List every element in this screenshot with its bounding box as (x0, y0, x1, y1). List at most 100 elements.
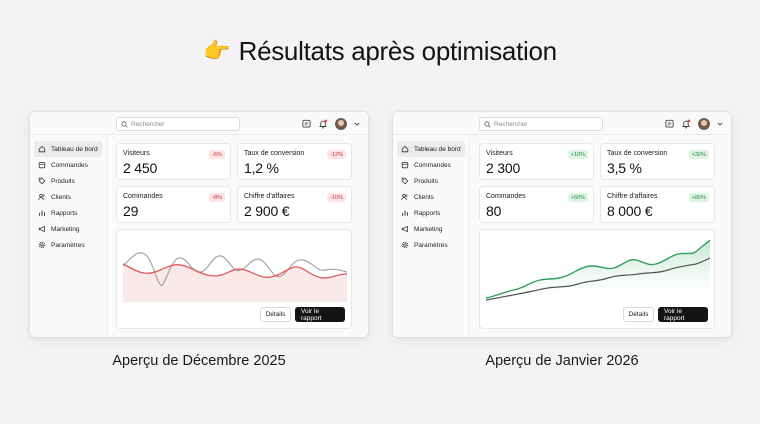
trend-badge: -8% (209, 193, 225, 202)
chart-line-primary (123, 263, 347, 279)
details-button[interactable]: Détails (260, 307, 291, 322)
sidebar-item-label: Tableau de bord (414, 145, 461, 153)
stat-label: Commandes (486, 193, 526, 200)
line-chart-card: Détails Voir le rapport (479, 229, 715, 329)
gear-icon (38, 241, 46, 249)
chevron-down-icon[interactable] (354, 121, 360, 127)
stat-card-visitors: Visiteurs 2 300 +10% (479, 143, 594, 180)
sidebar-item-label: Clients (414, 193, 434, 201)
search-placeholder: Rechercher (494, 120, 528, 128)
sidebar-item-products[interactable]: Produits (397, 173, 465, 189)
sidebar-item-reports[interactable]: Rapports (34, 205, 102, 221)
stat-card-revenue: Chiffre d'affaires 8 000 € +80% (600, 186, 715, 223)
stat-value: 2 450 (123, 160, 158, 176)
stat-value: 3,5 % (607, 160, 642, 176)
search-placeholder: Rechercher (131, 120, 165, 128)
stat-value: 2 300 (486, 160, 521, 176)
sidebar-item-label: Marketing (414, 225, 443, 233)
trend-badge: -12% (327, 150, 346, 159)
sidebar-item-label: Produits (414, 177, 438, 185)
stat-label: Chiffre d'affaires (244, 193, 295, 200)
sidebar-item-clients[interactable]: Clients (34, 189, 102, 205)
caption-december: Aperçu de Décembre 2025 (112, 353, 286, 369)
chart-line-secondary (123, 252, 347, 287)
sidebar: Tableau de bord Commandes Produits Clien… (393, 135, 470, 337)
search-input[interactable]: Rechercher (116, 117, 240, 131)
line-chart-card: Détails Voir le rapport (116, 229, 352, 329)
sidebar-item-reports[interactable]: Rapports (397, 205, 465, 221)
stat-label: Chiffre d'affaires (607, 193, 658, 200)
details-button[interactable]: Détails (623, 307, 654, 322)
stat-label: Taux de conversion (244, 150, 305, 157)
stat-card-conversion: Taux de conversion 3,5 % +30% (600, 143, 715, 180)
sidebar: Tableau de bord Commandes Produits Clien… (30, 135, 107, 337)
sidebar-item-dashboard[interactable]: Tableau de bord (34, 141, 102, 157)
search-input[interactable]: Rechercher (479, 117, 603, 131)
trend-badge: -10% (327, 193, 346, 202)
sidebar-item-label: Produits (51, 177, 75, 185)
megaphone-icon (38, 225, 45, 233)
stat-card-conversion: Taux de conversion 1,2 % -12% (237, 143, 352, 180)
sidebar-item-label: Clients (51, 193, 71, 201)
sidebar-item-marketing[interactable]: Marketing (34, 221, 102, 237)
megaphone-icon (401, 225, 408, 233)
sidebar-item-label: Rapports (51, 209, 78, 217)
sidebar-item-dashboard[interactable]: Tableau de bord (397, 141, 465, 157)
calendar-icon[interactable] (302, 119, 311, 128)
users-icon (38, 193, 45, 201)
headline-title: Résultats après optimisation (238, 35, 558, 66)
dashboard-panel-january: Rechercher Tableau de bord Commandes Pro… (393, 112, 731, 337)
chart-area-fill (123, 264, 347, 302)
main-content: Visiteurs 2 450 -6% Taux de conversion 1… (116, 143, 358, 329)
stat-card-orders: Commandes 80 +60% (479, 186, 594, 223)
sidebar-item-clients[interactable]: Clients (397, 189, 465, 205)
calendar-icon[interactable] (665, 119, 674, 128)
stat-card-revenue: Chiffre d'affaires 2 900 € -10% (237, 186, 352, 223)
trend-badge: +30% (688, 150, 709, 159)
chevron-down-icon[interactable] (717, 121, 723, 127)
sidebar-item-orders[interactable]: Commandes (34, 157, 102, 173)
sidebar-item-products[interactable]: Produits (34, 173, 102, 189)
topbar: Rechercher (30, 112, 368, 135)
view-report-button[interactable]: Voir le rapport (658, 307, 708, 322)
tag-icon (38, 177, 46, 185)
sidebar-item-settings[interactable]: Paramètres (397, 237, 465, 253)
line-chart-january (486, 239, 710, 302)
sidebar-item-label: Commandes (414, 161, 451, 169)
page-headline: 👉 Résultats après optimisation (0, 33, 760, 69)
chart-area-fill (486, 240, 710, 302)
home-icon (401, 145, 409, 153)
stat-value: 80 (486, 203, 502, 219)
sidebar-item-label: Rapports (414, 209, 441, 217)
stat-label: Visiteurs (486, 150, 513, 157)
bell-icon[interactable] (318, 119, 328, 129)
box-icon (38, 162, 46, 169)
main-content: Visiteurs 2 300 +10% Taux de conversion … (479, 143, 721, 329)
avatar[interactable] (335, 117, 347, 130)
stat-value: 2 900 € (244, 203, 290, 219)
stat-value: 8 000 € (607, 203, 653, 219)
view-report-button[interactable]: Voir le rapport (295, 307, 345, 322)
sidebar-item-orders[interactable]: Commandes (397, 157, 465, 173)
avatar[interactable] (698, 117, 710, 130)
line-chart-december (123, 252, 347, 302)
stat-value: 1,2 % (244, 160, 279, 176)
sidebar-item-label: Tableau de bord (51, 145, 98, 153)
pointing-hand-emoji: 👉 (203, 38, 231, 63)
search-icon (121, 120, 128, 128)
topbar: Rechercher (393, 112, 731, 135)
sidebar-item-marketing[interactable]: Marketing (397, 221, 465, 237)
bar-chart-icon (402, 210, 408, 216)
gear-icon (401, 241, 409, 249)
stat-card-visitors: Visiteurs 2 450 -6% (116, 143, 231, 180)
sidebar-item-label: Paramètres (51, 241, 85, 249)
sidebar-item-label: Marketing (51, 225, 80, 233)
chart-line-primary (486, 239, 710, 299)
sidebar-item-label: Commandes (51, 161, 88, 169)
search-icon (484, 120, 491, 128)
sidebar-item-settings[interactable]: Paramètres (34, 237, 102, 253)
bell-icon[interactable] (681, 119, 691, 129)
tag-icon (401, 177, 409, 185)
stat-label: Taux de conversion (607, 150, 668, 157)
caption-january: Aperçu de Janvier 2026 (485, 353, 639, 369)
